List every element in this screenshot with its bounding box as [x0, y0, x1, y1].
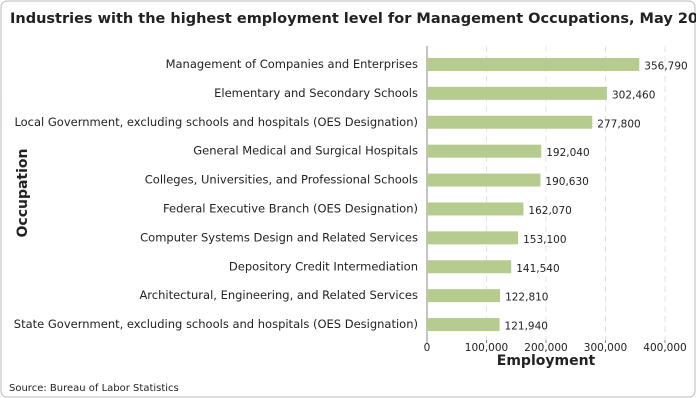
x-tick-label: 200,000 — [524, 342, 567, 354]
bar — [427, 202, 524, 216]
bar — [427, 231, 519, 245]
chart-title: Industries with the highest employment l… — [10, 11, 696, 27]
bar — [427, 173, 541, 187]
y-tick-label: Depository Credit Intermediation — [229, 259, 418, 273]
value-label: 356,790 — [644, 60, 687, 72]
y-tick-label: Elementary and Secondary Schools — [214, 86, 418, 100]
value-label: 302,460 — [612, 89, 655, 101]
value-label: 190,630 — [545, 176, 588, 188]
bar — [427, 57, 640, 71]
value-label: 162,070 — [528, 205, 571, 217]
x-tick-label: 400,000 — [643, 342, 686, 354]
bar — [427, 144, 542, 158]
bar — [427, 86, 607, 100]
source: Source: Bureau of Labor Statistics — [9, 383, 179, 394]
y-tick-label: Colleges, Universities, and Professional… — [145, 173, 418, 187]
y-tick-label: State Government, excluding schools and … — [14, 317, 418, 331]
x-tick-label: 300,000 — [584, 342, 627, 354]
x-tick-label: 0 — [424, 342, 431, 354]
value-label: 141,540 — [516, 263, 559, 275]
y-tick-label: Architectural, Engineering, and Related … — [139, 288, 418, 302]
value-label: 121,940 — [505, 321, 548, 333]
y-tick-label: General Medical and Surgical Hospitals — [193, 144, 418, 158]
value-label: 192,040 — [546, 147, 589, 159]
bar — [427, 318, 500, 332]
bar — [427, 289, 501, 303]
y-tick-label: Computer Systems Design and Related Serv… — [140, 230, 418, 244]
y-tick-label: Management of Companies and Enterprises — [166, 57, 418, 71]
y-tick-label: Federal Executive Branch (OES Designatio… — [163, 201, 418, 215]
y-axis-label: Occupation — [15, 148, 31, 237]
bar — [427, 115, 593, 129]
y-tick-label: Local Government, excluding schools and … — [14, 115, 418, 129]
value-label: 277,800 — [597, 118, 640, 130]
x-axis-label: Employment — [497, 353, 596, 369]
value-label: 153,100 — [523, 234, 566, 246]
x-tick-label: 100,000 — [465, 342, 508, 354]
value-label: 122,810 — [505, 292, 548, 304]
bar — [427, 260, 512, 274]
